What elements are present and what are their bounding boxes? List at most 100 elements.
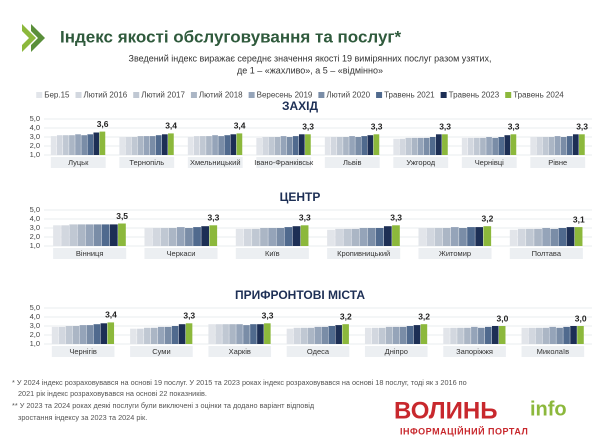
legend-swatch (190, 92, 197, 98)
y-tick-label: 1,0 (30, 150, 40, 159)
bar (99, 131, 106, 155)
bar-series (69, 224, 534, 246)
bar (201, 226, 210, 246)
value-label: 3,2 (482, 213, 494, 223)
bar-series: 3,5 3,3 3,3 3,3 3,2 3,1 (116, 211, 585, 246)
x-tick-label: Рівне (548, 158, 567, 167)
bar (292, 226, 301, 246)
legend-label: Вересень 2019 (257, 91, 313, 100)
bar (69, 224, 78, 246)
bar (510, 134, 517, 155)
bar-series (93, 224, 559, 246)
bar (335, 325, 342, 344)
value-label: 3,3 (302, 122, 314, 132)
bar (164, 326, 172, 344)
bar (144, 327, 151, 344)
bar (443, 327, 450, 344)
bar (149, 136, 156, 155)
panel-title: ЗАХІД (282, 99, 319, 113)
bar-series (69, 135, 555, 155)
bar-series (101, 224, 567, 246)
bar (550, 228, 559, 246)
x-tick-label: Київ (265, 249, 280, 258)
bar (293, 327, 301, 344)
category-label-bg (461, 157, 517, 168)
bar (87, 134, 94, 155)
bar (119, 137, 126, 155)
category-label-bg (393, 157, 449, 168)
bar (160, 228, 169, 246)
bar (570, 326, 577, 344)
category-label-bg (327, 248, 401, 259)
category-label-bg (443, 346, 506, 357)
bar (171, 326, 179, 344)
bar (442, 228, 451, 246)
category-label-bg (119, 157, 175, 168)
bar (286, 328, 294, 344)
bar-series (93, 132, 579, 155)
y-tick-label: 2,0 (30, 330, 40, 339)
bar (542, 327, 549, 344)
y-tick-label: 4,0 (30, 123, 40, 132)
bar-series (63, 135, 549, 155)
legend-label: Лютий 2020 (326, 91, 370, 100)
bar (459, 228, 467, 246)
bar-series (93, 324, 570, 344)
y-tick-label: 5,0 (30, 114, 40, 123)
value-label: 3,3 (208, 213, 220, 223)
category-label-bg (50, 157, 106, 168)
bar (492, 137, 498, 155)
bar (361, 136, 368, 155)
y-tick-label: 4,0 (30, 214, 40, 223)
bar (392, 326, 400, 344)
bar (364, 327, 372, 344)
x-tick-label: Полтава (532, 249, 562, 258)
bar (305, 134, 311, 155)
bar (193, 227, 201, 246)
bar-series (86, 325, 563, 344)
footnote: 2021 рік індекс розраховувався на основі… (18, 389, 207, 398)
bar (406, 326, 414, 344)
bar (321, 326, 329, 344)
value-label: 3,2 (340, 311, 352, 321)
category-label-bg (286, 346, 350, 357)
bar (176, 227, 185, 246)
bar (393, 138, 400, 155)
bar (327, 229, 335, 246)
bar (243, 228, 252, 246)
bar (77, 224, 86, 246)
bar (208, 324, 215, 344)
category-label-bg (187, 157, 243, 168)
bar (260, 228, 268, 246)
bar (200, 136, 206, 155)
value-label: 3,4 (105, 310, 117, 320)
panel-title: ПРИФРОНТОВІ МІСТА (235, 288, 365, 302)
category-label-bg (530, 157, 586, 168)
bar (93, 132, 100, 155)
bar (215, 324, 222, 344)
value-label: 3,3 (371, 122, 383, 132)
watermark-suffix: info (530, 398, 567, 420)
footnote: зростання індексу за 2023 та 2024 рік. (18, 413, 147, 422)
bar (450, 327, 457, 344)
bar (498, 137, 505, 155)
bar (274, 137, 281, 155)
legend-label: Травень 2024 (513, 91, 564, 100)
bar (137, 328, 144, 344)
footnote: ** У 2023 та 2024 роках деякі послуги бу… (12, 401, 315, 410)
category-label-bg (509, 248, 583, 259)
bar (276, 228, 285, 246)
legend-swatch (440, 92, 447, 98)
y-tick-label: 3,0 (30, 223, 40, 232)
bar (548, 137, 555, 155)
x-tick-label: Луцьк (68, 158, 89, 167)
bar-series (77, 224, 542, 246)
bar (212, 135, 218, 155)
bar (185, 228, 193, 246)
bar (264, 323, 271, 344)
bar-series: 3,6 3,4 3,4 3,3 3,3 3,3 3,3 3,3 (97, 119, 588, 155)
bar (307, 327, 315, 344)
bar (549, 326, 556, 344)
bar-series (72, 324, 549, 344)
